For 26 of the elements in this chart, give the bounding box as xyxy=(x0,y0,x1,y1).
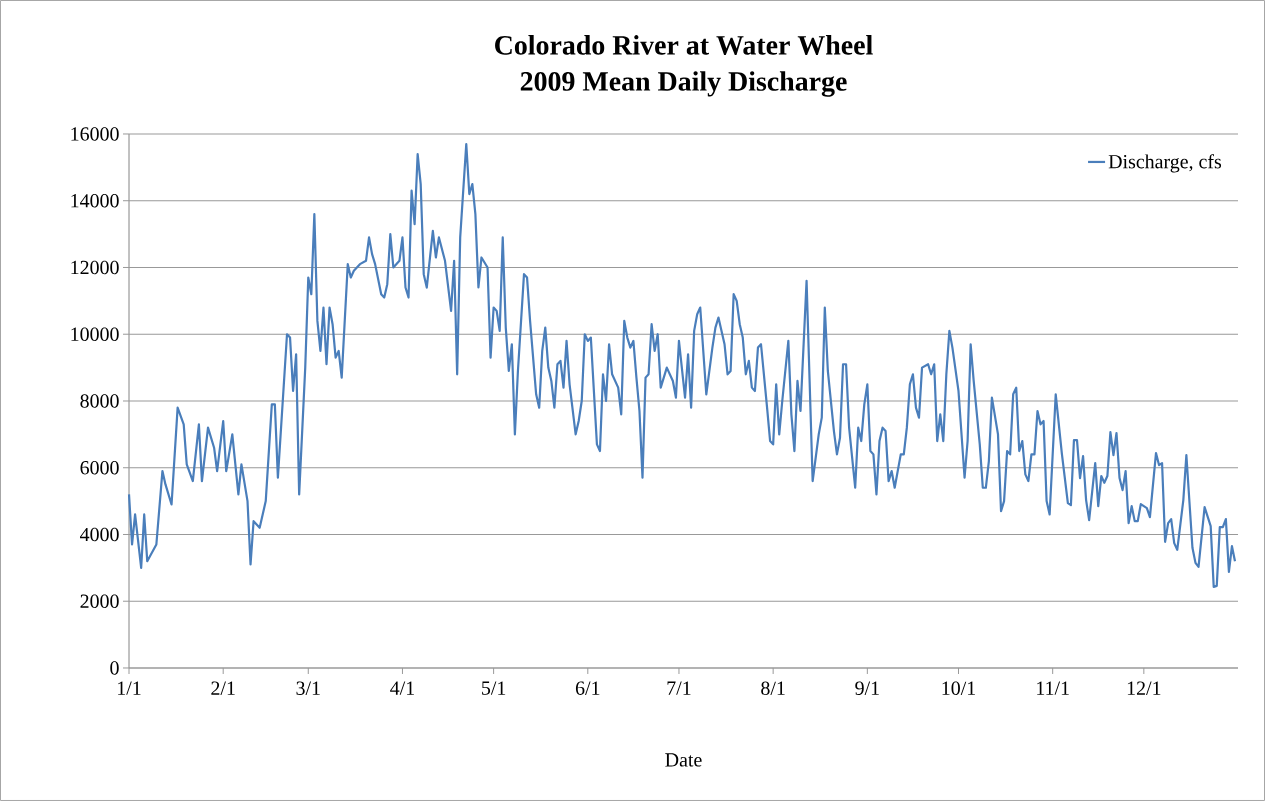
y-tick-label: 8000 xyxy=(80,394,119,408)
chart-subtitle: 2009 Mean Daily Discharge xyxy=(520,71,847,97)
line-series xyxy=(127,142,1237,588)
y-tick-label: 12000 xyxy=(71,260,119,275)
chart-title: Colorado River at Water Wheel xyxy=(495,35,873,55)
y-tick-label: 10000 xyxy=(71,327,119,341)
x-tick-label: 4/1 xyxy=(390,681,414,695)
x-tick-label: 3/1 xyxy=(296,681,320,695)
y-tick-label: 16000 xyxy=(71,127,119,141)
y-tick-label: 6000 xyxy=(80,461,119,475)
x-tick-label: 12/1 xyxy=(1127,681,1161,695)
y-tick-label: 0 xyxy=(110,661,119,675)
x-tick-label: 6/1 xyxy=(575,681,600,695)
legend-label: Discharge, cfs xyxy=(1108,154,1222,173)
x-tick-label: 7/1 xyxy=(667,681,691,695)
x-axis-title: Date xyxy=(665,753,702,767)
x-tick-label: 2/1 xyxy=(211,681,235,695)
y-tick-label: 14000 xyxy=(71,194,119,208)
y-tick-label: 4000 xyxy=(80,527,119,542)
x-tick-label: 9/1 xyxy=(855,681,879,695)
x-tick-label: 8/1 xyxy=(761,681,785,695)
x-tick-label: 5/1 xyxy=(482,681,506,695)
x-tick-label: 11/1 xyxy=(1037,681,1069,695)
x-tick-label: 1/1 xyxy=(118,681,141,695)
y-tick-label: 2000 xyxy=(80,594,119,608)
x-tick-label: 10/1 xyxy=(942,681,976,695)
